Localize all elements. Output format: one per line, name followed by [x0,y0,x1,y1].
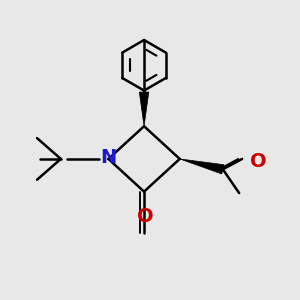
Polygon shape [180,159,224,174]
Text: O: O [137,207,154,226]
Polygon shape [139,92,149,126]
Text: O: O [250,152,266,171]
Text: N: N [100,148,116,167]
